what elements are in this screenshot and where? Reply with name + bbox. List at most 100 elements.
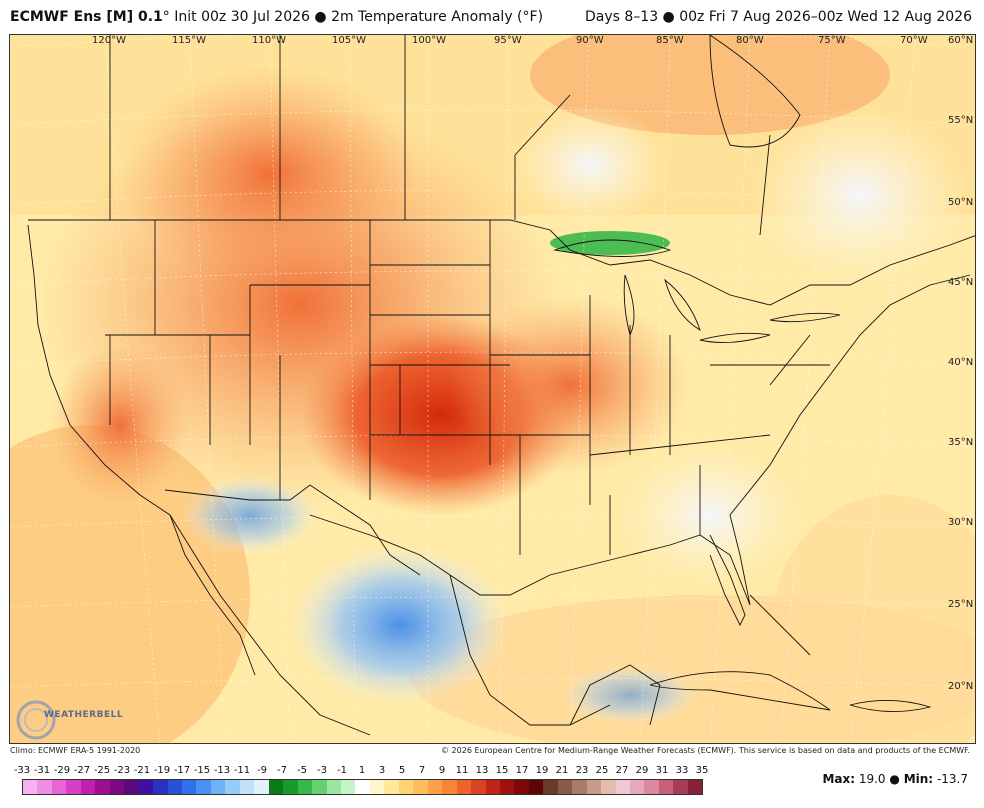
scale-color-cell (51, 780, 67, 794)
lat-label: 60°N (948, 35, 974, 46)
min-label: Min: (903, 772, 934, 786)
lat-label: 20°N (948, 681, 974, 692)
scale-color-cell (254, 780, 269, 794)
field-name: 2m Temperature Anomaly (°F) (331, 9, 544, 25)
scale-label: -1 (337, 765, 347, 776)
scale-label: 1 (358, 765, 366, 776)
scale-color-cell (153, 780, 168, 794)
scale-label: -3 (317, 765, 327, 776)
scale-color-cell (572, 780, 587, 794)
scale-color-cell (340, 780, 356, 794)
boundaries (27, 35, 975, 736)
copyright-note: © 2026 European Centre for Medium-Range … (441, 746, 970, 755)
valid-period: Days 8–13 ● 00z Fri 7 Aug 2026–00z Wed 1… (584, 9, 972, 25)
scale-label: -25 (93, 765, 111, 776)
scale-color-cell (225, 780, 240, 794)
scale-label: 25 (595, 765, 609, 776)
scale-color-cell (471, 780, 486, 794)
scale-color-cell (283, 780, 298, 794)
title-bullet: ● (314, 9, 327, 25)
scale-label: -7 (277, 765, 287, 776)
scale-label: 15 (495, 765, 509, 776)
lon-label: 90°W (576, 35, 604, 46)
scale-color-cell (557, 780, 573, 794)
logo-text: WEATHERBELL (44, 710, 124, 720)
scale-color-cell (456, 780, 472, 794)
lon-label: 85°W (656, 35, 684, 46)
lon-label: 105°W (332, 35, 366, 46)
lon-label: 70°W (900, 35, 928, 46)
lon-label: 80°W (736, 35, 764, 46)
scale-label: 19 (535, 765, 549, 776)
scale-color-cell (181, 780, 197, 794)
degree-symbol: ° (162, 9, 170, 25)
anomaly-map: 120°W 115°W 110°W 105°W 100°W 95°W 90°W … (9, 34, 976, 744)
scale-color-cell (297, 780, 313, 794)
scale-color-cell (196, 780, 211, 794)
lat-label: 30°N (948, 517, 974, 528)
scale-color-cell (413, 780, 428, 794)
scale-color-cell (369, 780, 385, 794)
scale-color-cell (499, 780, 515, 794)
scale-color-cell (210, 780, 226, 794)
scale-color-cell (514, 780, 529, 794)
lat-label: 50°N (948, 197, 974, 208)
header: ECMWF Ens [M] 0.1° Init 00z 30 Jul 2026 … (0, 0, 984, 34)
scale-color-cell (95, 780, 110, 794)
scale-label: -5 (297, 765, 307, 776)
scale-label: 31 (655, 765, 669, 776)
scale-color-cell (23, 780, 38, 794)
scale-label: -29 (53, 765, 71, 776)
graticule (10, 35, 975, 743)
lon-label: 95°W (494, 35, 522, 46)
scale-color-cell (543, 780, 558, 794)
scale-label: 35 (695, 765, 709, 776)
scale-label: -11 (233, 765, 251, 776)
scale-color-cell (687, 780, 703, 794)
weatherbell-logo: WEATHERBELL (14, 698, 123, 740)
scale-label: -33 (13, 765, 31, 776)
scale-color-cell (673, 780, 688, 794)
scale-label: -17 (173, 765, 191, 776)
scale-color-cell (398, 780, 414, 794)
lat-label: 25°N (948, 599, 974, 610)
scale-color-cell (268, 780, 284, 794)
lat-label: 40°N (948, 357, 974, 368)
lon-label: 120°W (92, 35, 126, 46)
scale-color-cell (312, 780, 327, 794)
max-min-separator: ● (889, 772, 900, 786)
scale-label: 5 (398, 765, 406, 776)
scale-color-cell (586, 780, 602, 794)
scale-label: -9 (257, 765, 267, 776)
scale-color-cell (442, 780, 457, 794)
scale-label: 3 (378, 765, 386, 776)
scale-color-cell (109, 780, 125, 794)
max-value: 19.0 (858, 772, 886, 786)
lake-superior-anomaly (550, 231, 670, 255)
logo-swirl-icon (16, 700, 56, 740)
scale-label: -21 (133, 765, 151, 776)
scale-label: 11 (455, 765, 469, 776)
map-title: ECMWF Ens [M] 0.1° Init 00z 30 Jul 2026 … (10, 9, 543, 25)
scale-label: -13 (213, 765, 231, 776)
lon-label: 75°W (818, 35, 846, 46)
max-label: Max: (822, 772, 856, 786)
scale-label: -15 (193, 765, 211, 776)
scale-color-cell (644, 780, 659, 794)
scale-color-cell (384, 780, 399, 794)
scale-color-cell (37, 780, 52, 794)
scale-color-cell (427, 780, 443, 794)
scale-color-cell (66, 780, 81, 794)
color-scale-bar (22, 779, 704, 795)
scale-label: 33 (675, 765, 689, 776)
scale-color-cell (658, 780, 674, 794)
lat-label: 55°N (948, 115, 974, 126)
scale-label: -19 (153, 765, 171, 776)
scale-color-cell (601, 780, 616, 794)
scale-color-cell (528, 780, 544, 794)
climo-note: Climo: ECMWF ERA-5 1991-2020 (10, 746, 141, 755)
scale-label: 29 (635, 765, 649, 776)
scale-label: 13 (475, 765, 489, 776)
scale-label: -31 (33, 765, 51, 776)
map-canvas (10, 35, 975, 743)
